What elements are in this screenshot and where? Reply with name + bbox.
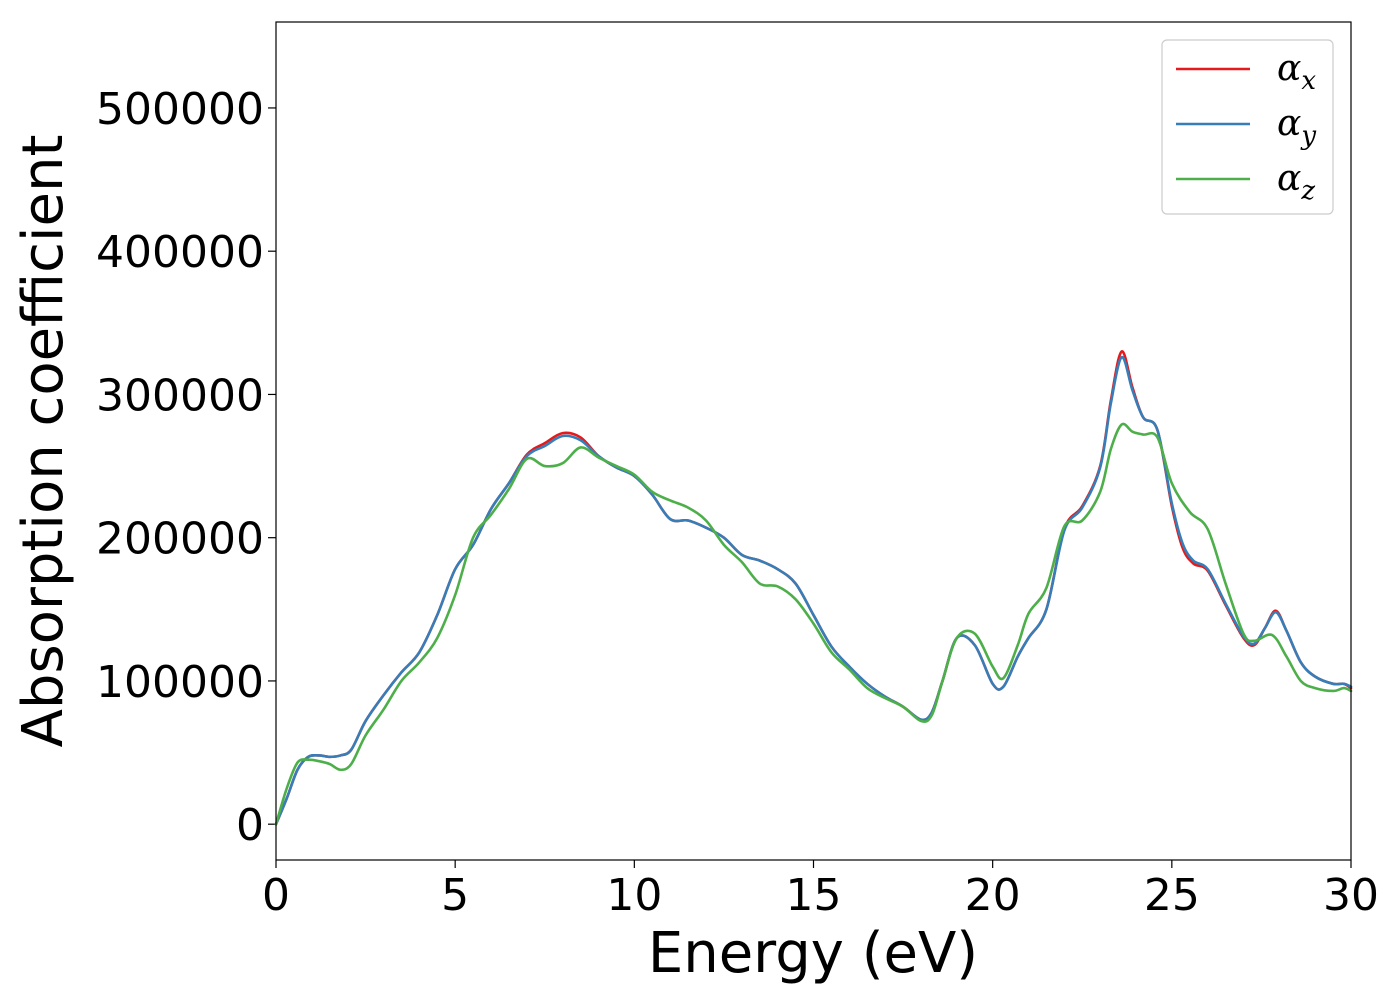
plot-area-frame: [275, 21, 1352, 861]
y-axis-title: Absorption coefficient: [11, 135, 76, 748]
legend-label-base: α: [1277, 158, 1301, 199]
legend-box: [1161, 39, 1334, 215]
series-line-y: [274, 355, 1353, 826]
legend-label-z: αz: [1277, 158, 1315, 206]
x-tick-label: 0: [262, 870, 290, 921]
legend-label-base: α: [1277, 48, 1301, 89]
x-axis-title: Energy (eV): [648, 921, 978, 986]
legend-label-y: αy: [1277, 103, 1316, 151]
x-tick-label: 25: [1144, 870, 1200, 921]
series-line-x: [274, 350, 1353, 826]
legend-label-sub: x: [1301, 66, 1316, 96]
legend-label-sub: z: [1300, 176, 1315, 206]
axis-ticks: 0 5 10 15 20 25 30 0 100000 200000 300000 400000 500…: [96, 84, 1379, 921]
series-line-z: [274, 422, 1353, 826]
x-tick-label: 20: [965, 870, 1021, 921]
legend-label-x: αx: [1277, 48, 1316, 96]
x-tick-label: 5: [441, 870, 469, 921]
x-tick-label: 10: [606, 870, 662, 921]
x-tick-label: 30: [1323, 870, 1379, 921]
x-tick-label: 15: [786, 870, 842, 921]
y-tick-label: 100000: [96, 657, 264, 708]
y-tick-label: 400000: [96, 227, 264, 278]
series-lines: [274, 350, 1353, 826]
y-tick-label: 0: [236, 800, 264, 851]
legend-label-sub: y: [1300, 121, 1316, 151]
y-tick-label: 200000: [96, 514, 264, 565]
y-tick-label: 300000: [96, 370, 264, 421]
legend-label-base: α: [1277, 103, 1301, 144]
y-tick-label: 500000: [96, 84, 264, 135]
